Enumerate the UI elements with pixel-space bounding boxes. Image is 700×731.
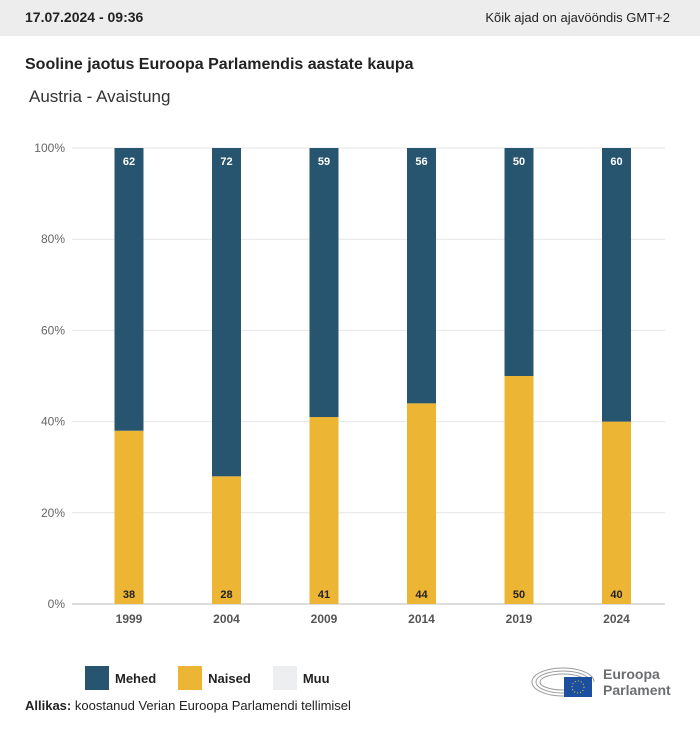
bar-mehed[interactable] <box>602 148 631 422</box>
x-tick-label: 2024 <box>603 612 630 626</box>
legend-item-mehed[interactable]: Mehed <box>85 666 156 690</box>
stacked-bar-chart: 0% 20% 40% 60% 80% 100% 38 62 1999 28 72 2004 41 59 20… <box>34 141 665 626</box>
source-text: koostanud Verian Euroopa Parlamendi tell… <box>74 698 351 713</box>
data-label: 60 <box>610 156 622 168</box>
legend-swatch <box>178 666 203 690</box>
bar-naised[interactable] <box>407 403 436 604</box>
timezone-note: Kõik ajad on ajavööndis GMT+2 <box>485 10 670 25</box>
legend-swatch <box>272 666 297 690</box>
legend-item-naised[interactable]: Naised <box>178 666 251 690</box>
legend: Mehed Naised Muu <box>85 666 352 690</box>
bar-naised[interactable] <box>114 430 144 604</box>
data-label: 28 <box>220 589 232 601</box>
x-tick-label: 2004 <box>213 612 240 626</box>
y-tick-label: 60% <box>41 323 65 337</box>
source-note: Allikas: koostanud Verian Euroopa Parlam… <box>25 698 351 713</box>
bar-mehed[interactable] <box>212 148 241 477</box>
data-label: 62 <box>123 156 135 168</box>
bar-mehed[interactable] <box>504 148 534 376</box>
data-label: 41 <box>318 589 330 601</box>
top-bar: 17.07.2024 - 09:36 Kõik ajad on ajavöönd… <box>0 0 700 36</box>
bar-naised[interactable] <box>602 421 631 604</box>
bar-naised[interactable] <box>309 417 339 604</box>
x-tick-label: 2014 <box>408 612 435 626</box>
european-parliament-logo <box>531 667 595 697</box>
x-tick-label: 2009 <box>311 612 338 626</box>
y-tick-label: 20% <box>41 506 65 520</box>
data-label: 38 <box>123 589 135 601</box>
legend-label: Mehed <box>115 670 157 686</box>
data-label: 72 <box>220 156 232 168</box>
bar-mehed[interactable] <box>114 148 144 431</box>
bar-mehed[interactable] <box>309 148 339 418</box>
data-label: 59 <box>318 156 330 168</box>
bar-naised[interactable] <box>212 476 241 604</box>
legend-label: Muu <box>302 670 330 686</box>
y-tick-label: 40% <box>41 415 65 429</box>
source-label: Allikas: <box>25 698 72 713</box>
chart-title: Sooline jaotus Euroopa Parlamendis aasta… <box>25 56 414 73</box>
data-label: 44 <box>415 589 428 601</box>
y-tick-label: 80% <box>41 232 65 246</box>
y-tick-label: 0% <box>48 597 66 611</box>
y-tick-label: 100% <box>34 141 65 155</box>
legend-swatch <box>85 666 109 690</box>
bar-naised[interactable] <box>504 376 534 604</box>
data-label: 50 <box>513 156 525 168</box>
x-tick-label: 2019 <box>506 612 533 626</box>
bar-mehed[interactable] <box>407 148 436 404</box>
date-time: 17.07.2024 - 09:36 <box>25 9 144 25</box>
legend-label: Naised <box>208 670 251 686</box>
x-tick-label: 1999 <box>116 612 143 626</box>
data-label: 50 <box>513 589 525 601</box>
chart-subtitle: Austria - Avaistung <box>29 87 171 106</box>
legend-item-muu[interactable]: Muu <box>272 666 330 690</box>
data-label: 56 <box>415 156 427 168</box>
data-label: 40 <box>610 589 622 601</box>
logo-text: Euroopa Parlament <box>603 666 671 698</box>
